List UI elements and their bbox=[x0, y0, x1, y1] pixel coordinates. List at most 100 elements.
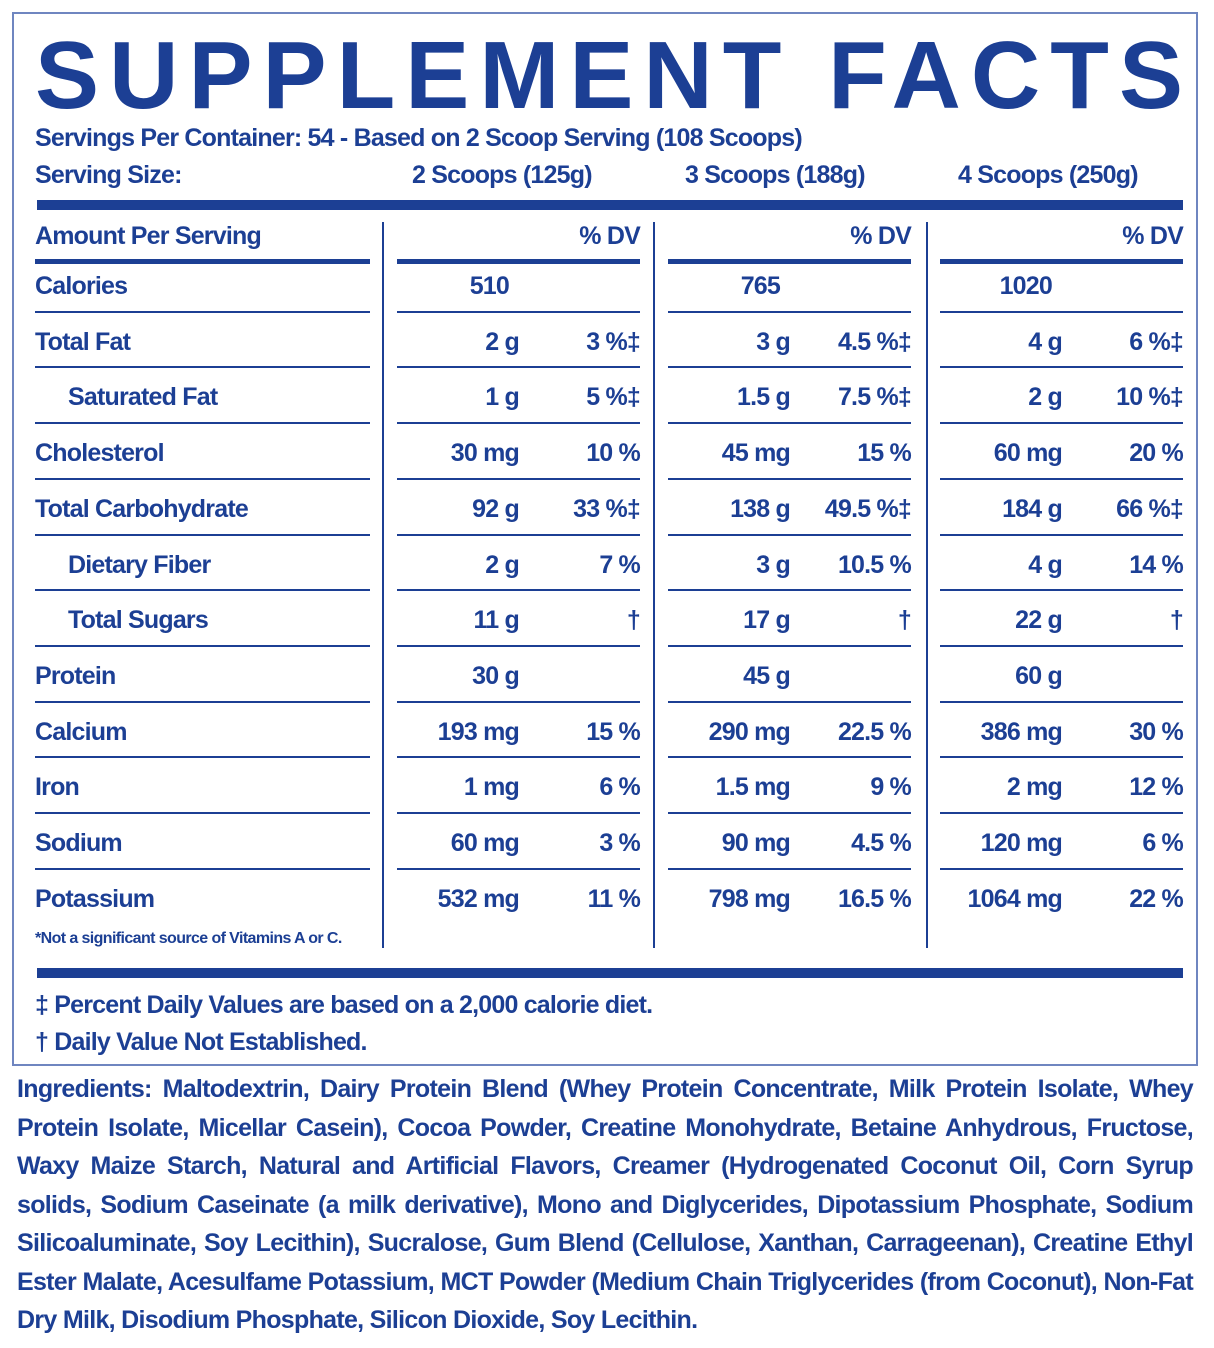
row-rule bbox=[35, 756, 370, 759]
amount: 386 mg bbox=[980, 717, 1063, 746]
amount: 765 bbox=[740, 272, 781, 300]
row-rule bbox=[940, 422, 1183, 425]
serving-size: 2 Scoops (125g) bbox=[412, 161, 593, 189]
amount: 2 g bbox=[485, 327, 520, 356]
serving-size: 4 Scoops (250g) bbox=[958, 161, 1139, 189]
amount: 11 g bbox=[473, 606, 520, 635]
amount: 2 g bbox=[1028, 383, 1063, 412]
amount: 193 mg bbox=[437, 717, 520, 746]
footnote: † Daily Value Not Established. bbox=[35, 1028, 367, 1056]
col-divider bbox=[382, 222, 384, 948]
row-rule bbox=[940, 477, 1183, 480]
daily-value: 6 %‡ bbox=[1129, 327, 1184, 356]
amount: 45 g bbox=[743, 661, 791, 690]
row-rule bbox=[940, 589, 1183, 592]
amount: 290 mg bbox=[708, 717, 791, 746]
nutrient-label: Dietary Fiber bbox=[68, 550, 211, 579]
header-rule bbox=[668, 259, 911, 264]
amount: 60 mg bbox=[450, 829, 520, 857]
vitamin-note: *Not a significant source of Vitamins A … bbox=[35, 930, 342, 947]
row-rule bbox=[668, 366, 911, 369]
row-rule bbox=[397, 812, 640, 814]
row-rule bbox=[668, 644, 911, 647]
row-rule bbox=[668, 533, 911, 536]
nutrient-label: Calcium bbox=[35, 717, 127, 746]
amount: 4 g bbox=[1028, 327, 1063, 356]
daily-value: 14 % bbox=[1129, 550, 1184, 579]
row-rule bbox=[668, 867, 911, 870]
row-rule bbox=[35, 366, 370, 369]
amount: 1 g bbox=[485, 383, 520, 412]
amount: 4 g bbox=[1028, 550, 1063, 579]
row-rule bbox=[940, 812, 1183, 814]
row-rule bbox=[397, 366, 640, 369]
header-rule bbox=[397, 259, 640, 264]
header-label: Amount Per Serving bbox=[35, 222, 262, 250]
daily-value: 33 %‡ bbox=[573, 494, 641, 523]
nutrient-label: Total Sugars bbox=[68, 606, 209, 635]
daily-value: 22.5 % bbox=[837, 717, 912, 746]
nutrient-label: Iron bbox=[35, 773, 80, 802]
amount: 60 g bbox=[1015, 661, 1063, 690]
serving-size: 3 Scoops (188g) bbox=[685, 161, 866, 189]
daily-value: 49.5 %‡ bbox=[824, 494, 912, 523]
row-rule bbox=[397, 422, 640, 425]
daily-value: 20 % bbox=[1129, 439, 1184, 468]
thick-rule bbox=[37, 200, 1183, 210]
footnote: ‡ Percent Daily Values are based on a 2,… bbox=[35, 991, 653, 1019]
row-rule bbox=[397, 477, 640, 480]
daily-value: 5 %‡ bbox=[586, 383, 641, 412]
row-rule bbox=[940, 366, 1183, 369]
row-rule bbox=[940, 644, 1183, 647]
title-svg: SUPPLEMENT FACTS bbox=[35, 22, 1183, 125]
dv-header: % DV bbox=[1122, 222, 1184, 250]
nutrient-label: Cholesterol bbox=[35, 439, 165, 468]
amount: 120 mg bbox=[980, 829, 1063, 857]
ingredients-text: Maltodextrin, Dairy Protein Blend (Whey … bbox=[17, 1075, 1194, 1334]
daily-value: 6 % bbox=[1142, 829, 1183, 857]
amount: 45 mg bbox=[721, 439, 791, 468]
row-rule bbox=[35, 533, 370, 536]
daily-value: 7 % bbox=[599, 550, 640, 579]
nutrient-label: Protein bbox=[35, 661, 116, 690]
row-rule bbox=[397, 644, 640, 647]
amount: 17 g bbox=[743, 606, 791, 635]
daily-value: 4.5 %‡ bbox=[837, 327, 912, 356]
header-rule bbox=[940, 259, 1183, 264]
amount: 184 g bbox=[1002, 494, 1063, 523]
dv-header: % DV bbox=[850, 222, 912, 250]
amount: 798 mg bbox=[708, 884, 791, 913]
amount: 2 mg bbox=[1006, 773, 1063, 802]
daily-value: 15 % bbox=[586, 717, 641, 746]
nutrient-label: Potassium bbox=[35, 884, 155, 913]
amount: 3 g bbox=[756, 550, 791, 579]
row-rule bbox=[397, 756, 640, 759]
row-rule bbox=[397, 589, 640, 592]
amount: 510 bbox=[469, 272, 510, 300]
daily-value: 16.5 % bbox=[837, 884, 912, 913]
daily-value: 10 %‡ bbox=[1116, 383, 1184, 412]
amount: 92 g bbox=[472, 494, 520, 523]
ingredients-label: Ingredients: bbox=[17, 1075, 152, 1103]
daily-value: 7.5 %‡ bbox=[837, 383, 912, 412]
row-rule bbox=[35, 867, 370, 870]
amount: 138 g bbox=[730, 494, 791, 523]
col-divider bbox=[653, 222, 655, 948]
amount: 30 g bbox=[472, 661, 520, 690]
daily-value: 12 % bbox=[1129, 773, 1184, 802]
amount: 60 mg bbox=[993, 439, 1063, 468]
row-rule bbox=[397, 867, 640, 870]
row-rule bbox=[940, 310, 1183, 313]
dv-header: % DV bbox=[579, 222, 641, 250]
row-rule bbox=[397, 310, 640, 313]
nutrient-label: Total Carbohydrate bbox=[35, 494, 249, 523]
amount: 532 mg bbox=[437, 884, 520, 913]
daily-value: † bbox=[1169, 606, 1184, 635]
thick-rule bbox=[37, 968, 1183, 978]
daily-value: 3 %‡ bbox=[586, 327, 641, 356]
amount: 1020 bbox=[999, 272, 1053, 300]
amount: 22 g bbox=[1015, 606, 1063, 635]
ingredients: Ingredients: Maltodextrin, Dairy Protein… bbox=[17, 1070, 1194, 1340]
daily-value: 10.5 % bbox=[837, 550, 912, 579]
